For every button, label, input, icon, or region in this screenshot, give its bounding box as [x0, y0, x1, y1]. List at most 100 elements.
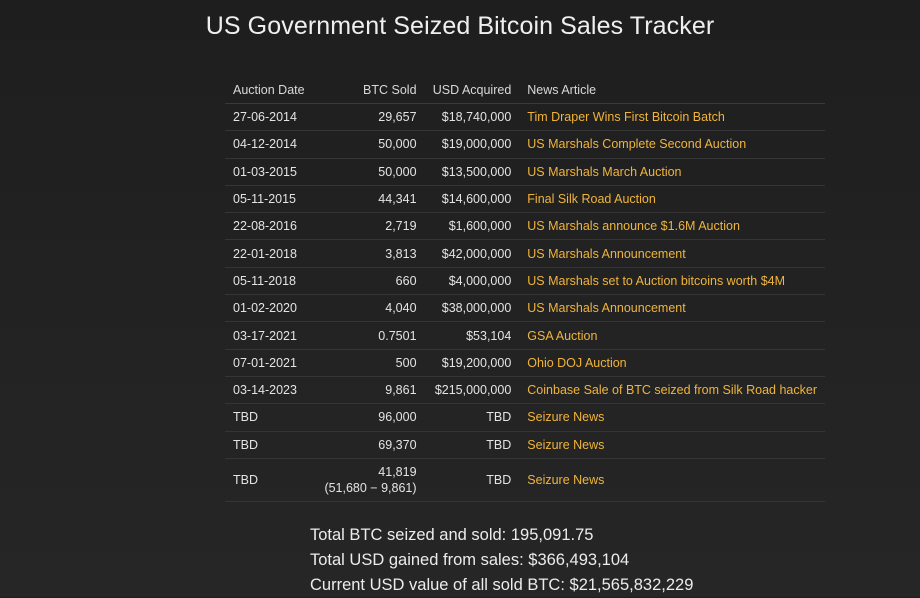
table-row: 03-14-2023 9,861 $215,000,000 Coinbase Sale… — [225, 376, 825, 405]
btc-sold-cell: 660 — [315, 267, 425, 296]
usd-acquired-cell: $14,600,000 — [424, 185, 520, 214]
news-article-cell: Seizure News — [519, 458, 825, 502]
btc-sold-cell: 50,000 — [315, 130, 425, 159]
usd-acquired-cell: $42,000,000 — [424, 239, 520, 268]
auction-date-cell: 22-01-2018 — [225, 239, 316, 268]
usd-acquired-cell: $13,500,000 — [424, 158, 520, 186]
news-article-link[interactable]: US Marshals Complete Second Auction — [527, 137, 747, 152]
auction-date-cell: 03-17-2021 — [225, 321, 316, 350]
btc-sold-value: 96,000 — [378, 410, 417, 425]
table-row: 03-17-2021 0.7501 $53,104 GSA Auction — [225, 321, 825, 350]
usd-acquired-cell: $1,600,000 — [424, 212, 520, 241]
table-row: 22-08-2016 2,719 $1,600,000 US Marshals ann… — [225, 212, 825, 241]
news-article-cell: Seizure News — [519, 431, 825, 459]
usd-acquired-cell: $19,200,000 — [424, 349, 520, 377]
auction-date-cell: 03-14-2023 — [225, 376, 316, 405]
table-row: 22-01-2018 3,813 $42,000,000 US Marshals An… — [225, 239, 825, 268]
usd-acquired-cell: $19,000,000 — [424, 130, 520, 159]
news-article-cell: Final Silk Road Auction — [519, 185, 825, 214]
news-article-link[interactable]: Ohio DOJ Auction — [527, 355, 627, 370]
header-auction-date: Auction Date — [225, 77, 316, 104]
auction-date-cell: TBD — [225, 431, 316, 459]
news-article-cell: Ohio DOJ Auction — [519, 349, 825, 377]
page-title: US Government Seized Bitcoin Sales Track… — [205, 12, 715, 40]
auction-date-cell: 07-01-2021 — [225, 349, 316, 377]
current-usd-value: Current USD value of all sold BTC: $21,5… — [310, 576, 694, 594]
btc-sold-cell: 4,040 — [315, 294, 425, 323]
header-news-article: News Article — [519, 77, 825, 104]
btc-sold-cell: 41,819 (51,680 − 9,861) — [315, 458, 425, 502]
total-usd-gained: Total USD gained from sales: $366,493,10… — [310, 551, 630, 569]
news-article-link[interactable]: Seizure News — [527, 410, 605, 425]
auction-date-cell: TBD — [225, 403, 316, 432]
news-article-link[interactable]: US Marshals Announcement — [527, 246, 686, 261]
news-article-link[interactable]: US Marshals Announcement — [527, 301, 686, 316]
btc-sold-value: 9,861 — [385, 383, 417, 398]
table-row: 07-01-2021 500 $19,200,000 Ohio DOJ Auction — [225, 349, 825, 377]
btc-sold-value: 41,819 — [378, 464, 417, 479]
table-row: TBD 41,819 (51,680 − 9,861) TBD Seizure News — [225, 458, 825, 502]
usd-acquired-cell: $18,740,000 — [424, 103, 520, 132]
news-article-link[interactable]: US Marshals March Auction — [527, 164, 682, 179]
table-row: 01-03-2015 50,000 $13,500,000 US Marshals M… — [225, 158, 825, 186]
usd-acquired-cell: TBD — [424, 458, 520, 502]
btc-sold-breakdown: (51,680 − 9,861) — [324, 480, 417, 495]
table-header-row: Auction Date BTC Sold USD Acquired News … — [225, 77, 825, 104]
btc-sold-cell: 3,813 — [315, 239, 425, 268]
usd-acquired-cell: TBD — [424, 403, 520, 432]
news-article-cell: Coinbase Sale of BTC seized from Silk Ro… — [519, 376, 825, 405]
news-article-cell: Seizure News — [519, 403, 825, 432]
btc-sold-cell: 0.7501 — [315, 321, 425, 350]
news-article-link[interactable]: US Marshals set to Auction bitcoins wort… — [527, 273, 786, 288]
news-article-link[interactable]: Seizure News — [527, 472, 605, 487]
news-article-link[interactable]: US Marshals announce $1.6M Auction — [527, 219, 740, 234]
table-row: 27-06-2014 29,657 $18,740,000 Tim Draper Wi… — [225, 103, 825, 132]
btc-sold-cell: 44,341 — [315, 185, 425, 214]
news-article-cell: US Marshals set to Auction bitcoins wort… — [519, 267, 825, 296]
news-article-cell: US Marshals March Auction — [519, 158, 825, 186]
btc-sold-cell: 2,719 — [315, 212, 425, 241]
news-article-cell: US Marshals Announcement — [519, 294, 825, 323]
btc-sold-value: 29,657 — [378, 110, 417, 125]
table-row: TBD 96,000 TBD Seizure News — [225, 403, 825, 432]
btc-sold-cell: 96,000 — [315, 403, 425, 432]
news-article-cell: GSA Auction — [519, 321, 825, 350]
header-usd-acquired: USD Acquired — [424, 77, 520, 104]
auction-date-cell: 05-11-2018 — [225, 267, 316, 296]
news-article-cell: US Marshals announce $1.6M Auction — [519, 212, 825, 241]
news-article-link[interactable]: Seizure News — [527, 437, 605, 452]
btc-sold-value: 69,370 — [378, 437, 417, 452]
auction-date-cell: 22-08-2016 — [225, 212, 316, 241]
table-row: 04-12-2014 50,000 $19,000,000 US Marshals C… — [225, 130, 825, 159]
auction-date-cell: 04-12-2014 — [225, 130, 316, 159]
btc-sold-cell: 50,000 — [315, 158, 425, 186]
btc-sold-cell: 69,370 — [315, 431, 425, 459]
btc-sold-value: 3,813 — [385, 246, 417, 261]
btc-sold-cell: 9,861 — [315, 376, 425, 405]
total-btc-sold: Total BTC seized and sold: 195,091.75 — [310, 526, 594, 544]
news-article-cell: Tim Draper Wins First Bitcoin Batch — [519, 103, 825, 132]
usd-acquired-cell: $38,000,000 — [424, 294, 520, 323]
sales-table: Auction Date BTC Sold USD Acquired News … — [225, 77, 825, 502]
btc-sold-value: 50,000 — [378, 164, 417, 179]
btc-sold-value: 50,000 — [378, 137, 417, 152]
news-article-link[interactable]: Coinbase Sale of BTC seized from Silk Ro… — [527, 383, 817, 398]
news-article-cell: US Marshals Complete Second Auction — [519, 130, 825, 159]
table-row: TBD 69,370 TBD Seizure News — [225, 431, 825, 459]
news-article-cell: US Marshals Announcement — [519, 239, 825, 268]
btc-sold-value: 660 — [395, 273, 417, 288]
btc-sold-cell: 500 — [315, 349, 425, 377]
news-article-link[interactable]: Final Silk Road Auction — [527, 192, 656, 207]
btc-sold-value: 500 — [395, 355, 417, 370]
usd-acquired-cell: TBD — [424, 431, 520, 459]
header-btc-sold: BTC Sold — [315, 77, 425, 104]
table-row: 05-11-2018 660 $4,000,000 US Marshals set t… — [225, 267, 825, 296]
auction-date-cell: 01-02-2020 — [225, 294, 316, 323]
usd-acquired-cell: $4,000,000 — [424, 267, 520, 296]
btc-sold-value: 44,341 — [378, 192, 417, 207]
news-article-link[interactable]: Tim Draper Wins First Bitcoin Batch — [527, 110, 725, 125]
auction-date-cell: 01-03-2015 — [225, 158, 316, 186]
news-article-link[interactable]: GSA Auction — [527, 328, 598, 343]
btc-sold-value: 4,040 — [385, 301, 417, 316]
auction-date-cell: 05-11-2015 — [225, 185, 316, 214]
